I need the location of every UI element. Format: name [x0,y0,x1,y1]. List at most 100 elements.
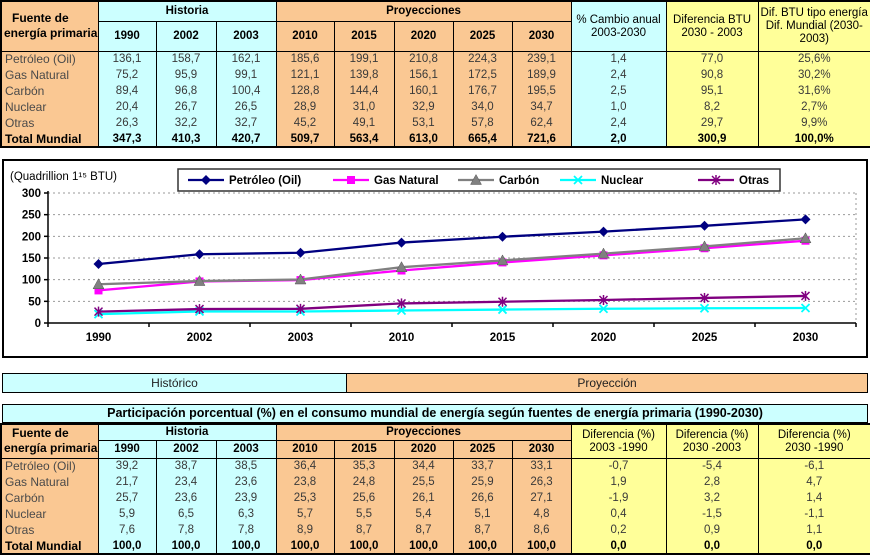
value-cell: 1,0 [570,99,667,115]
value-cell: 3,2 [665,490,759,506]
value-cell: 99,1 [215,67,277,83]
value-cell: 100,0 [511,538,572,554]
value-cell: 2,0 [570,131,667,147]
group-header-proyecciones: Proyecciones [275,0,572,22]
value-cell: 33,7 [452,458,513,474]
value-cell: 25,6 [333,490,395,506]
row-label-nuclear: Nuclear [0,506,99,522]
value-cell: 613,0 [393,131,454,147]
value-cell: 28,9 [275,99,335,115]
bottom-table-title: Participación porcentual (%) en el consu… [2,404,868,423]
col-header-diferencia-2003-1990: Diferencia (%) 2003 -1990 [570,423,667,459]
series-marker-nuclear [800,303,811,313]
value-cell: 57,8 [452,115,513,131]
value-cell: 75,2 [97,67,157,83]
legend-marker-nuclear [573,175,583,185]
value-cell: 0,0 [665,538,759,554]
series-marker-otras [295,304,306,314]
series-marker-otras [497,297,508,307]
value-cell: 34,0 [452,99,513,115]
series-marker-otras [598,295,609,305]
legend-label-otras: Otras [739,175,769,187]
table-row-petroleo-oil: Petróleo (Oil) 39,2 38,7 38,5 36,4 35,3 34,4 33… [0,458,870,474]
value-cell: 24,8 [333,474,395,490]
col-header-diferencia-btu-2030-2003: Diferencia BTU 2030 - 2003 [665,0,759,52]
legend-marker-petroleo-oil [201,175,211,185]
value-cell: 95,1 [665,83,759,99]
legend-label-nuclear: Nuclear [601,175,644,187]
value-cell: 34,4 [393,458,454,474]
value-cell: 100,0% [757,131,870,147]
year-header-1990: 1990 [97,20,157,52]
value-cell: 38,7 [155,458,217,474]
value-cell: 300,9 [665,131,759,147]
value-cell: 5,4 [393,506,454,522]
table-row-carbon: Carbón 25,7 23,6 23,9 25,3 25,6 26,1 26,6 27,1 -1… [0,490,870,506]
value-cell: 210,8 [393,51,454,67]
legend-marker-gas-natural [347,176,355,184]
value-cell: 185,6 [275,51,335,67]
value-cell: 25,9 [452,474,513,490]
value-cell: 7,8 [155,522,217,538]
value-cell: 7,6 [97,522,157,538]
band-historico: Histórico [2,373,347,393]
row-label-petroleo-oil: Petróleo (Oil) [0,51,99,67]
value-cell: 8,2 [665,99,759,115]
series-marker-carbon [92,278,105,290]
value-cell: 33,1 [511,458,572,474]
value-cell: 139,8 [333,67,395,83]
value-cell: 563,4 [333,131,395,147]
value-cell: 5,7 [275,506,335,522]
value-cell: 5,1 [452,506,513,522]
x-tick-label: 2025 [692,332,718,344]
value-cell: 100,0 [393,538,454,554]
value-cell: 239,1 [511,51,572,67]
value-cell: 5,9 [97,506,157,522]
value-cell: 100,0 [215,538,277,554]
value-cell: 36,4 [275,458,335,474]
value-cell: 199,1 [333,51,395,67]
year-header-2025: 2025 [452,439,513,459]
value-cell: 26,5 [215,99,277,115]
year-header-2003: 2003 [215,439,277,459]
col-header-dif-btu-tipo-energia-dif-mundial-2030-2003: Dif. BTU tipo energía / Dif. Mundial (203… [757,0,870,52]
value-cell: -5,4 [665,458,759,474]
value-cell: 21,7 [97,474,157,490]
value-cell: 31,0 [333,99,395,115]
header-row-groups: Fuente de energía primaria Historia Proyecc… [0,423,870,459]
group-header-historia: Historia [97,0,277,22]
value-cell: -1,1 [757,506,870,522]
value-cell: 26,6 [452,490,513,506]
value-cell: 6,3 [215,506,277,522]
value-cell: -6,1 [757,458,870,474]
header-row-years: 1990 2002 2003 2010 2015 2020 2025 2030 [1,20,870,52]
series-marker-otras [93,307,104,317]
value-cell: 509,7 [275,131,335,147]
value-cell: 1,4 [570,51,667,67]
legend-label-petroleo-oil: Petróleo (Oil) [229,175,301,187]
year-header-2020: 2020 [393,439,454,459]
value-cell: 1,9 [570,474,667,490]
col-header-cambio-anual-2003-2030: % Cambio anual 2003-2030 [570,0,667,52]
col-header-diferencia-2030-1990: Diferencia (%) 2030 -1990 [757,423,870,459]
y-tick-label: 250 [22,210,41,222]
value-cell: 347,3 [97,131,157,147]
value-cell: 128,8 [275,83,335,99]
value-cell: 53,1 [393,115,454,131]
x-tick-label: 2010 [389,332,415,344]
table-row-otras: Otras 26,3 32,2 32,7 45,2 49,1 53,1 57,8 62,4 2,4… [0,115,870,131]
legend-marker-otras [711,175,721,185]
x-tick-label: 1990 [86,332,112,344]
value-cell: 144,4 [333,83,395,99]
series-marker-petroleo-oil [497,231,508,242]
series-marker-gas-natural [94,286,103,295]
table-row-total-mundial: Total Mundial 347,3 410,3 420,7 509,7 563,4 61… [0,131,870,147]
series-marker-petroleo-oil [295,247,306,258]
value-cell: 25,7 [97,490,157,506]
year-header-2020: 2020 [393,20,454,52]
energy-sources-line-chart: 0 50 100 150 200 250 300 1990 2002 2003 2010 2015 20… [2,159,868,358]
value-cell: 23,6 [215,474,277,490]
percentage-share-table: Fuente de energía primaria Historia Proyecc… [0,423,870,555]
value-cell: 5,5 [333,506,395,522]
value-cell: 2,4 [570,115,667,131]
